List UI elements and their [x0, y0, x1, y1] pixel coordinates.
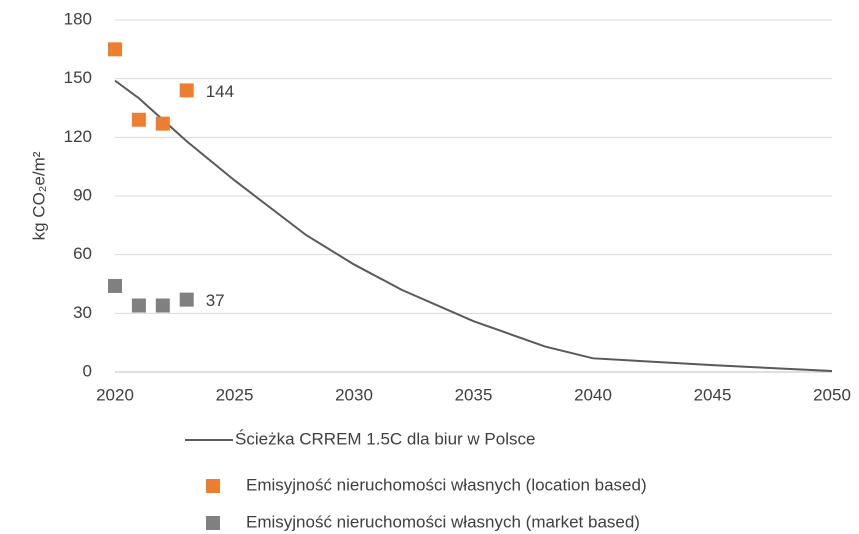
marker — [179, 83, 194, 98]
line — [114, 79, 833, 373]
marker — [108, 278, 122, 293]
marker — [179, 292, 194, 307]
y-tick-label: 90 — [73, 185, 92, 204]
data-label: 37 — [206, 291, 225, 310]
y-tick-label: 120 — [64, 127, 92, 146]
y-tick-label: 150 — [64, 68, 92, 87]
y-tick-label: 30 — [73, 303, 92, 322]
y-axis-label: kg CO₂e/m² — [29, 151, 48, 240]
legend-label: Emisyjność nieruchomości własnych (locat… — [246, 475, 647, 494]
y-tick-label: 60 — [73, 244, 92, 263]
marker — [131, 298, 146, 313]
y-tick-label: 0 — [83, 361, 92, 380]
legend-label: Ścieżka CRREM 1.5C dla biur w Polsce — [235, 429, 535, 448]
x-tick-label: 2020 — [96, 385, 134, 404]
x-tick-label: 2030 — [335, 385, 373, 404]
x-tick-label: 2040 — [574, 385, 612, 404]
x-tick-label: 2025 — [216, 385, 254, 404]
legend-symbol — [206, 479, 220, 493]
legend-symbol — [206, 516, 220, 530]
marker — [131, 112, 146, 127]
x-tick-label: 2035 — [455, 385, 493, 404]
y-tick-label: 180 — [64, 9, 92, 28]
data-label: 144 — [206, 82, 234, 101]
marker — [155, 116, 170, 131]
marker — [155, 298, 170, 313]
legend-label: Emisyjność nieruchomości własnych (marke… — [246, 512, 640, 531]
marker — [108, 42, 122, 57]
x-tick-label: 2050 — [813, 385, 851, 404]
x-tick-label: 2045 — [694, 385, 732, 404]
